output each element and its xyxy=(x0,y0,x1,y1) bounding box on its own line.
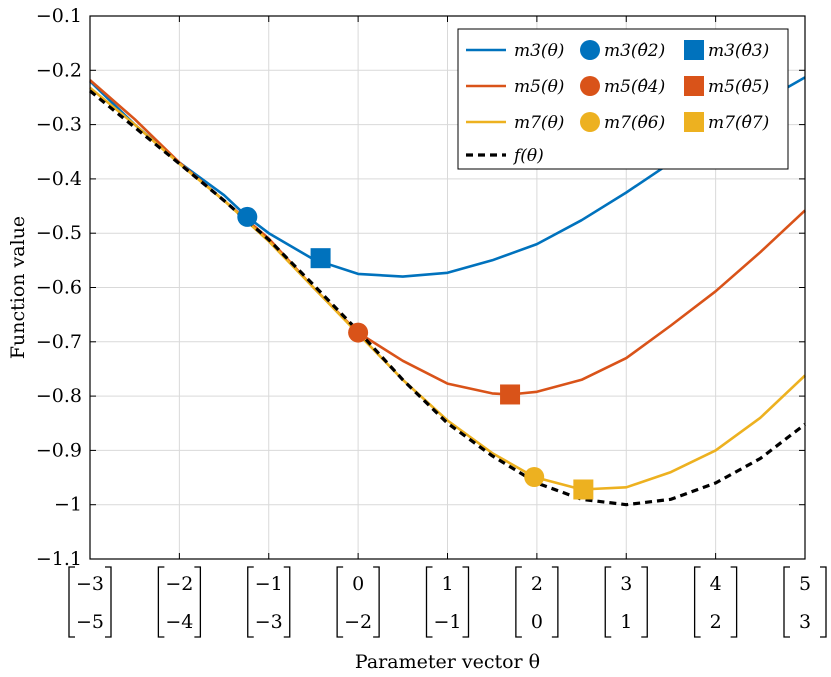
series-line-2 xyxy=(89,86,806,491)
legend-entry: m7(θ) xyxy=(466,113,564,133)
y-axis-label: Function value xyxy=(7,216,29,359)
x-tick-vector-bottom-value: 0 xyxy=(531,611,543,633)
x-tick-bracket-left xyxy=(247,566,254,638)
legend-label: m5(θ̂5) xyxy=(708,77,769,97)
y-tick-label: −0.9 xyxy=(36,439,82,461)
y-tick-label: −0.5 xyxy=(36,222,82,244)
data-marker-5 xyxy=(573,479,594,500)
legend-label: f(θ) xyxy=(512,146,544,166)
x-tick-vector-top-value: 3 xyxy=(620,573,632,595)
x-tick-vector-bottom-value: −2 xyxy=(344,611,372,633)
x-tick-bracket-left xyxy=(336,566,344,638)
legend-entry: m5(θ) xyxy=(466,77,564,97)
x-tick-vector-top-value: −3 xyxy=(76,573,104,595)
x-tick-vector-bottom-value: −4 xyxy=(165,611,193,633)
x-tick-vector: 20 xyxy=(515,566,559,638)
x-tick-vector-bottom-value: 2 xyxy=(710,611,722,633)
x-tick-bracket-right xyxy=(105,566,112,638)
y-tick-label: −1 xyxy=(54,494,82,516)
y-axis-ticks: −1.1 −1 −0.9 −0.8 −0.7 −0.6 −0.5 −0.4 −0.3 −0.2 −0… xyxy=(36,5,805,570)
x-tick-vector-top-value: 0 xyxy=(352,573,364,595)
x-tick-vector: −2 −4 xyxy=(157,566,202,638)
legend-label: m5(θ̂4) xyxy=(604,77,665,97)
data-marker-0 xyxy=(237,206,258,227)
x-tick-vector-top-value: 2 xyxy=(531,573,543,595)
legend-entry: m3(θ) xyxy=(466,41,564,61)
x-tick-vector-top-value: 1 xyxy=(441,573,453,595)
x-tick-vector-bottom-value: −1 xyxy=(433,611,461,633)
y-tick-label: −0.3 xyxy=(36,114,82,136)
legend-entry: m3(θ̂3) xyxy=(684,40,769,61)
x-tick-bracket-left xyxy=(604,566,612,638)
legend-entry: m5(θ̂4) xyxy=(580,76,665,97)
legend: m3(θ) m3(θ̂2) m3(θ̂3) m5(θ) m5(θ̂4) m5(θ̂5) m7… xyxy=(457,28,789,170)
legend-marker-swatch xyxy=(580,76,600,96)
y-tick-label: −0.1 xyxy=(36,5,82,27)
legend-label: m7(θ̂7) xyxy=(708,113,769,133)
x-tick-vector: 0 −2 xyxy=(336,566,380,638)
data-marker-3 xyxy=(500,384,521,405)
x-tick-vector: −1 −3 xyxy=(247,566,291,638)
legend-marker-swatch xyxy=(580,40,600,60)
y-tick-label: −0.8 xyxy=(36,385,82,407)
legend-entry: m7(θ̂6) xyxy=(580,112,665,133)
x-tick-bracket-left xyxy=(693,566,701,638)
x-tick-bracket-right xyxy=(641,566,648,638)
x-tick-bracket-right xyxy=(551,566,559,638)
legend-label: m7(θ̂6) xyxy=(604,113,665,133)
legend-marker-swatch xyxy=(684,76,704,96)
y-tick-label: −0.7 xyxy=(36,331,82,353)
legend-label: m3(θ) xyxy=(514,41,564,61)
x-tick-vector-top-value: 5 xyxy=(799,573,811,595)
x-tick-vector-bottom-value: 3 xyxy=(799,611,811,633)
legend-label: m3(θ̂3) xyxy=(708,41,769,61)
series-line-3 xyxy=(88,89,806,507)
x-tick-bracket-right xyxy=(820,566,827,638)
x-tick-vector: 1 −1 xyxy=(425,566,470,638)
x-tick-vector-bottom-value: −3 xyxy=(255,611,283,633)
legend-entry: m7(θ̂7) xyxy=(684,112,769,133)
legend-marker-swatch xyxy=(684,40,704,60)
x-tick-bracket-left xyxy=(157,566,165,638)
y-tick-label: −0.2 xyxy=(36,59,82,81)
legend-entry: f(θ) xyxy=(466,146,544,166)
x-tick-vector-bottom-value: 1 xyxy=(620,611,632,633)
x-tick-vector-top-value: 4 xyxy=(710,573,722,595)
x-tick-bracket-left xyxy=(515,566,522,638)
x-tick-vector-bottom-value: −5 xyxy=(76,611,104,633)
x-axis-label: Parameter vector θ xyxy=(355,651,540,673)
data-marker-1 xyxy=(310,248,331,269)
legend-marker-swatch xyxy=(580,112,600,132)
x-tick-bracket-right xyxy=(462,566,470,638)
legend-label: m7(θ) xyxy=(514,113,564,133)
x-tick-bracket-right xyxy=(283,566,291,638)
markers-layer xyxy=(237,206,594,500)
x-tick-bracket-right xyxy=(194,566,202,638)
legend-marker-swatch xyxy=(684,112,704,132)
x-tick-bracket-left xyxy=(783,566,790,638)
y-tick-label: −1.1 xyxy=(36,548,82,570)
x-tick-vector: 42 xyxy=(693,566,738,638)
x-tick-bracket-right xyxy=(373,566,380,638)
legend-entry: m5(θ̂5) xyxy=(684,76,769,97)
data-marker-2 xyxy=(348,322,369,343)
x-tick-vector: −3 −5 xyxy=(68,566,112,638)
x-tick-bracket-right xyxy=(730,566,738,638)
x-tick-bracket-left xyxy=(425,566,433,638)
x-tick-vector: 53 xyxy=(783,566,827,638)
x-tick-vector-top-value: −1 xyxy=(255,573,283,595)
x-tick-bracket-left xyxy=(68,566,75,638)
x-tick-vector-top-value: −2 xyxy=(165,573,193,595)
legend-label: m5(θ) xyxy=(514,77,564,97)
legend-label: m3(θ̂2) xyxy=(604,41,665,61)
legend-entry: m3(θ̂2) xyxy=(580,40,665,61)
x-tick-vector: 31 xyxy=(604,566,648,638)
legend-box xyxy=(457,28,789,170)
y-tick-label: −0.6 xyxy=(36,277,82,299)
data-marker-4 xyxy=(524,467,545,488)
y-tick-label: −0.4 xyxy=(36,168,82,190)
